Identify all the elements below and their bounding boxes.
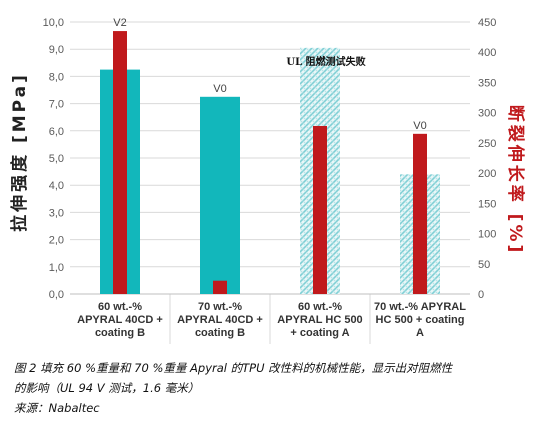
bar-annotations: V2 V0 UL 阻燃测试失败 V0 (113, 17, 426, 132)
caption-line-2: 的影响（UL 94 V 测试，1.6 毫米） (14, 381, 200, 395)
y-left-tick-label: 4,0 (49, 180, 64, 192)
y-right-tick-label: 100 (478, 229, 496, 241)
bar-annotation: V0 (413, 120, 426, 132)
y-right-tick-label: 150 (478, 198, 496, 210)
y-left-tick-label: 5,0 (49, 153, 64, 165)
category-label-line: 60 wt.-% (298, 301, 342, 313)
category-label-line: APYRAL 40CD + (77, 314, 163, 326)
elongation-bar (213, 280, 227, 294)
y-right-tick-label: 350 (478, 77, 496, 89)
category-labels: 60 wt.-%APYRAL 40CD +coating B70 wt.-%AP… (77, 301, 466, 339)
caption-line-1: 图 2 填充 60 %重量和 70 %重量 Apyral 的TPU 改性料的机械… (14, 361, 453, 375)
elongation-bar (313, 125, 327, 294)
y-left-tick-label: 8,0 (49, 71, 64, 83)
y-axis-right-title: 断裂伸长率 [%] (505, 105, 526, 256)
y-left-tick-label: 3,0 (49, 207, 64, 219)
y-left-tick-label: 6,0 (49, 126, 64, 138)
y-right-tick-label: 400 (478, 47, 496, 59)
tick-labels: 0,0 1,0 2,0 3,0 4,0 5,0 6,0 7,0 8,0 9,0 10,0 0 50 100… (43, 17, 497, 301)
category-label-line: A (416, 327, 424, 339)
category-label-line: 70 wt.-% APYRAL (374, 301, 466, 313)
figure-caption: 图 2 填充 60 %重量和 70 %重量 Apyral 的TPU 改性料的机械… (14, 358, 524, 418)
y-right-tick-label: 200 (478, 168, 496, 180)
y-left-tick-label: 7,0 (49, 99, 64, 111)
y-left-tick-label: 10,0 (43, 17, 64, 29)
elongation-bar (413, 133, 427, 294)
caption-source: 来源：Nabaltec (14, 401, 100, 415)
category-label-line: + coating A (290, 327, 349, 339)
category-label-line: APYRAL HC 500 (277, 314, 362, 326)
y-left-tick-label: 0,0 (49, 289, 64, 301)
y-right-tick-label: 450 (478, 17, 496, 29)
bar-annotation: UL 阻燃测试失败 (286, 55, 365, 68)
y-right-tick-label: 250 (478, 138, 496, 150)
category-label-line: HC 500 + coating (376, 314, 465, 326)
y-left-tick-label: 9,0 (49, 44, 64, 56)
y-right-tick-label: 0 (478, 289, 484, 301)
category-label-line: coating B (95, 327, 145, 339)
y-right-tick-label: 300 (478, 108, 496, 120)
y-right-tick-label: 50 (478, 259, 490, 271)
category-label-line: 70 wt.-% (198, 301, 242, 313)
category-label-line: 60 wt.-% (98, 301, 142, 313)
tensile-strength-bar (200, 96, 240, 294)
bars (100, 31, 440, 295)
y-axis-left-title: 拉伸强度 [MPa] (9, 72, 30, 232)
y-left-tick-label: 2,0 (49, 235, 64, 247)
elongation-bar (113, 31, 127, 295)
bar-annotation: V2 (113, 17, 126, 29)
category-label-line: APYRAL 40CD + (177, 314, 263, 326)
y-left-tick-label: 1,0 (49, 262, 64, 274)
category-label-line: coating B (195, 327, 245, 339)
mechanical-properties-chart: 0,0 1,0 2,0 3,0 4,0 5,0 6,0 7,0 8,0 9,0 10,0 0 50 100… (9, 17, 526, 344)
bar-annotation: V0 (213, 83, 226, 95)
